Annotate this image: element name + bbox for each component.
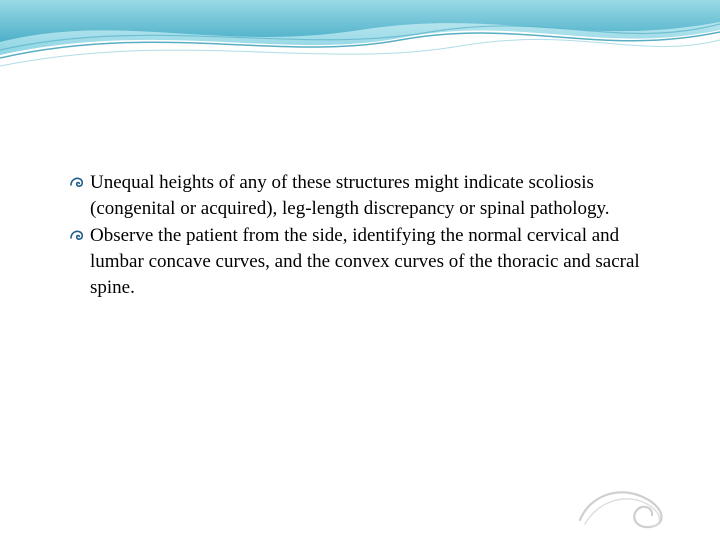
bullet-text: Unequal heights of any of these structur… xyxy=(90,170,650,221)
wave-graphic xyxy=(0,0,720,90)
list-item: Unequal heights of any of these structur… xyxy=(70,170,650,221)
body-content: Unequal heights of any of these structur… xyxy=(70,170,650,302)
list-item: Observe the patient from the side, ident… xyxy=(70,223,650,300)
bullet-text: Observe the patient from the side, ident… xyxy=(90,223,650,300)
swirl-bullet-icon xyxy=(70,176,86,195)
swirl-bullet-icon xyxy=(70,229,86,248)
decorative-bottom-swirl xyxy=(575,480,695,530)
decorative-top-band xyxy=(0,0,720,90)
